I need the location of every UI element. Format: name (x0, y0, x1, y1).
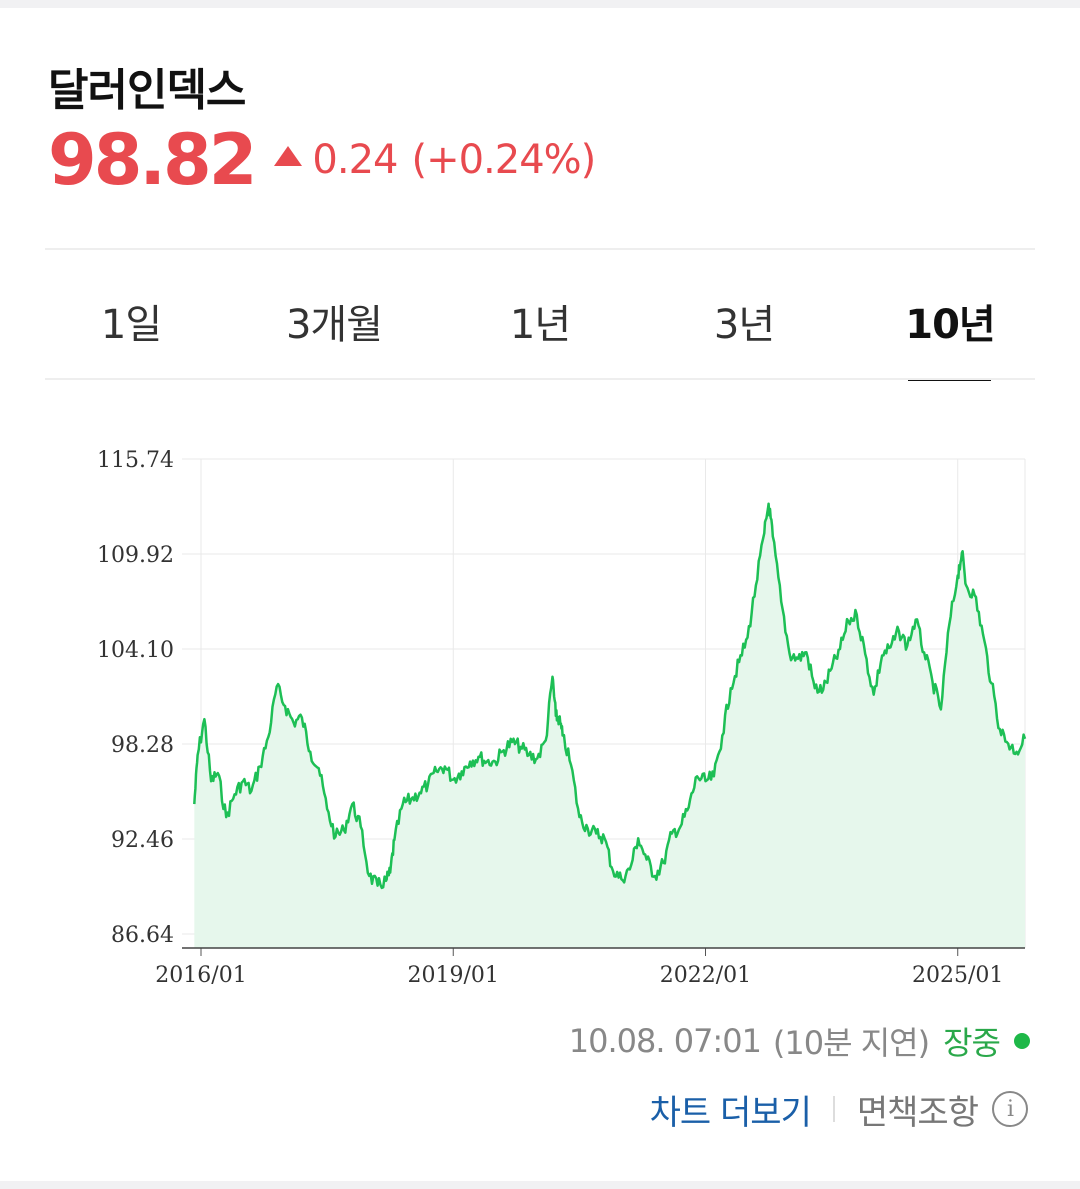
tab-3m[interactable]: 3개월 (285, 302, 383, 348)
market-status: 장중 (943, 1024, 1001, 1062)
more-chart-link[interactable]: 차트 더보기 (649, 1092, 812, 1133)
price-change-percent: (+0.24%) (411, 137, 596, 183)
y-tick-label: 115.74 (97, 448, 174, 473)
series-area (194, 503, 1026, 948)
top-band (0, 0, 1080, 8)
period-tabs: 1일 3개월 1년 3년 10년 (45, 250, 1035, 380)
current-price: 98.82 (48, 119, 257, 201)
footer-links: 차트 더보기 면책조항 i (650, 1084, 1028, 1134)
chart-canvas: 115.74 109.92 104.10 98.28 92.46 86.64 2016/01… (97, 448, 1027, 988)
tab-1y[interactable]: 1년 (509, 302, 571, 348)
price-chart: 115.74 109.92 104.10 98.28 92.46 86.64 2016/01… (0, 400, 1080, 1000)
y-tick-label: 104.10 (97, 638, 174, 663)
x-tick-label: 2016/01 (155, 963, 246, 988)
triangle-up-icon (274, 146, 303, 166)
separator (832, 1096, 835, 1122)
status-row: 10.08. 07:01 (10분 지연) 장중 (569, 1018, 1030, 1064)
y-tick-label: 109.92 (97, 543, 174, 568)
series-line (193, 502, 1027, 890)
y-tick-label: 92.46 (111, 828, 174, 853)
disclaimer-link[interactable]: 면책조항 (856, 1092, 979, 1133)
timestamp: 10.08. 07:01 (568, 1022, 762, 1060)
tab-10y[interactable]: 10년 (905, 302, 995, 348)
tab-3y[interactable]: 3년 (713, 302, 775, 348)
x-tick-label: 2019/01 (408, 963, 499, 988)
page-title: 달러인덱스 (48, 65, 246, 116)
price-row: 98.82 0.24 (+0.24%) (48, 119, 596, 201)
divider-tabs (45, 378, 1035, 380)
y-tick-label: 98.28 (111, 733, 174, 758)
x-tick-label: 2022/01 (660, 963, 751, 988)
live-dot-icon (1014, 1033, 1030, 1049)
divider-top (45, 248, 1035, 250)
price-change: 0.24 (312, 137, 398, 183)
x-tick-label: 2025/01 (912, 963, 1003, 988)
y-tick-label: 86.64 (111, 923, 174, 948)
info-icon[interactable]: i (992, 1091, 1028, 1127)
tab-1d[interactable]: 1일 (100, 302, 162, 348)
delay-note: (10분 지연) (772, 1024, 930, 1062)
bottom-band (0, 1181, 1080, 1189)
